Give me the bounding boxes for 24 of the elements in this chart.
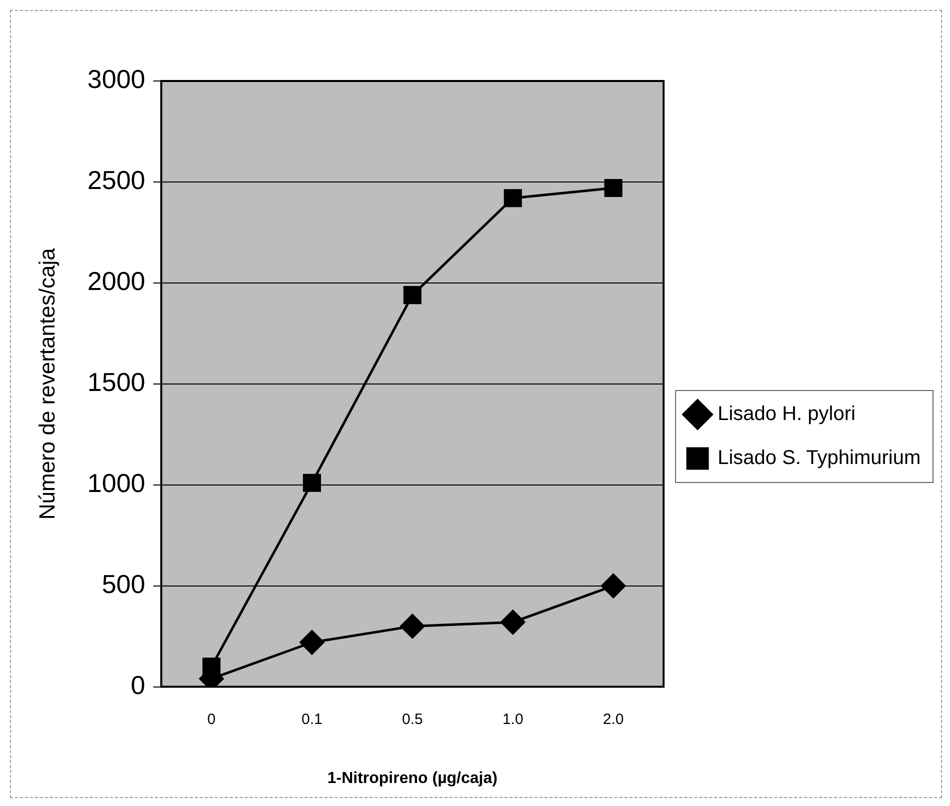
y-axis-title: Número de revertantes/caja xyxy=(34,247,60,520)
x-tick-label: 2.0 xyxy=(602,710,624,728)
y-tick-label: 3000 xyxy=(87,64,146,94)
y-tick-label: 1500 xyxy=(87,367,146,398)
y-tick-label: 500 xyxy=(102,569,146,600)
point xyxy=(403,286,422,304)
y-tick-label: 1000 xyxy=(87,468,146,498)
legend-label: Lisado H. pylori xyxy=(718,403,856,426)
x-tick-label: 0 xyxy=(207,710,216,728)
y-tick-label: 2500 xyxy=(87,165,146,196)
y-tick-label: 2000 xyxy=(87,266,146,296)
x-tick-label: 0.1 xyxy=(302,710,322,728)
point xyxy=(604,178,622,198)
legend-label: Lisado S. Typhimurium xyxy=(718,447,921,470)
point xyxy=(302,474,321,492)
y-tick-label: 0 xyxy=(130,670,146,700)
x-tick-label: 0.5 xyxy=(402,710,423,728)
point xyxy=(300,630,324,655)
x-axis-title: 1-Nitropireno (µg/caja) xyxy=(327,770,498,787)
x-tick-label: 1.0 xyxy=(502,710,524,728)
point xyxy=(601,574,626,598)
point xyxy=(504,189,522,208)
point xyxy=(500,610,526,634)
point xyxy=(400,614,425,638)
